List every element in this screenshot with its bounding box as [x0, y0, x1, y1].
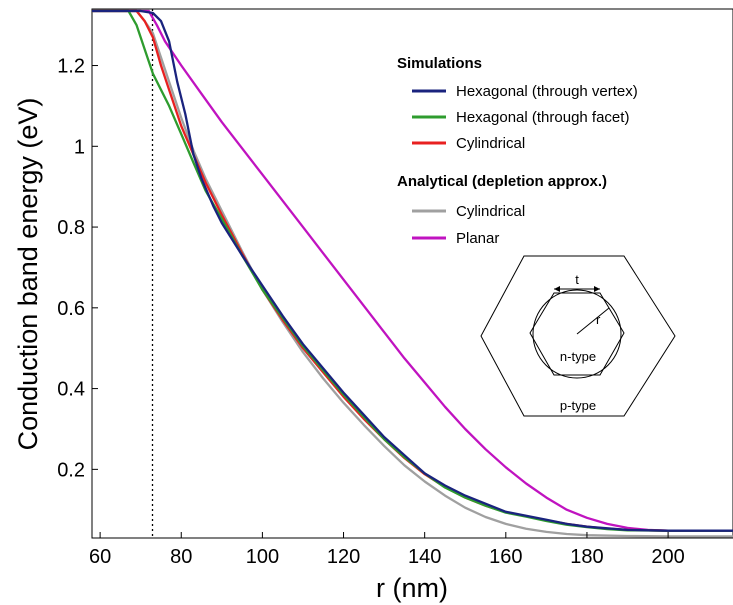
inset-label-r: r: [596, 312, 601, 327]
legend-label-ana-cylindrical: Cylindrical: [456, 203, 525, 220]
y-axis-title: Conduction band energy (eV): [13, 98, 43, 451]
x-tick-label: 140: [408, 546, 441, 568]
legend-label-planar: Planar: [456, 230, 499, 247]
legend-label-hex-vertex: Hexagonal (through vertex): [456, 83, 638, 100]
inset-label-n-type: n-type: [560, 349, 596, 364]
legend: Simulations Hexagonal (through vertex) H…: [397, 55, 638, 247]
legend-label-hex-facet: Hexagonal (through facet): [456, 109, 629, 126]
x-axis-ticks: 60 80 100 120 140 160 180 200: [89, 532, 685, 568]
x-tick-label: 120: [327, 546, 360, 568]
y-tick-label: 0.6: [57, 298, 85, 320]
plot-area-frame: [91, 8, 733, 539]
series-line-hex-vertex: [92, 9, 733, 532]
outer-hexagon: [480, 255, 676, 417]
y-tick-label: 1.2: [57, 56, 85, 78]
inset-label-t: t: [575, 272, 579, 287]
inset-label-p-type: p-type: [560, 398, 596, 413]
y-tick-label: 0.4: [57, 379, 85, 401]
radius-line: [576, 307, 610, 335]
legend-heading-simulations: Simulations: [397, 55, 482, 72]
legend-heading-analytical: Analytical (depletion approx.): [397, 173, 607, 190]
y-tick-label: 0.8: [57, 217, 85, 239]
x-tick-label: 100: [246, 546, 279, 568]
y-tick-label: 0.2: [57, 459, 85, 481]
y-tick-label: 1: [74, 136, 85, 158]
cylinder-circle: [532, 289, 622, 379]
x-tick-label: 200: [651, 546, 684, 568]
x-tick-label: 60: [89, 546, 111, 568]
series-layer: [92, 9, 733, 538]
inner-hexagon: [529, 292, 625, 376]
x-tick-label: 160: [489, 546, 522, 568]
x-tick-label: 180: [570, 546, 603, 568]
x-axis-title: r (nm): [376, 573, 448, 603]
y-axis-ticks: 0.2 0.4 0.6 0.8 1 1.2: [57, 56, 98, 481]
series-line-ana-cylindrical: [92, 9, 733, 538]
inset-diagram: t r n-type p-type: [480, 255, 676, 417]
x-tick-label: 80: [170, 546, 192, 568]
series-line-planar: [92, 9, 733, 532]
legend-label-sim-cylindrical: Cylindrical: [456, 135, 525, 152]
